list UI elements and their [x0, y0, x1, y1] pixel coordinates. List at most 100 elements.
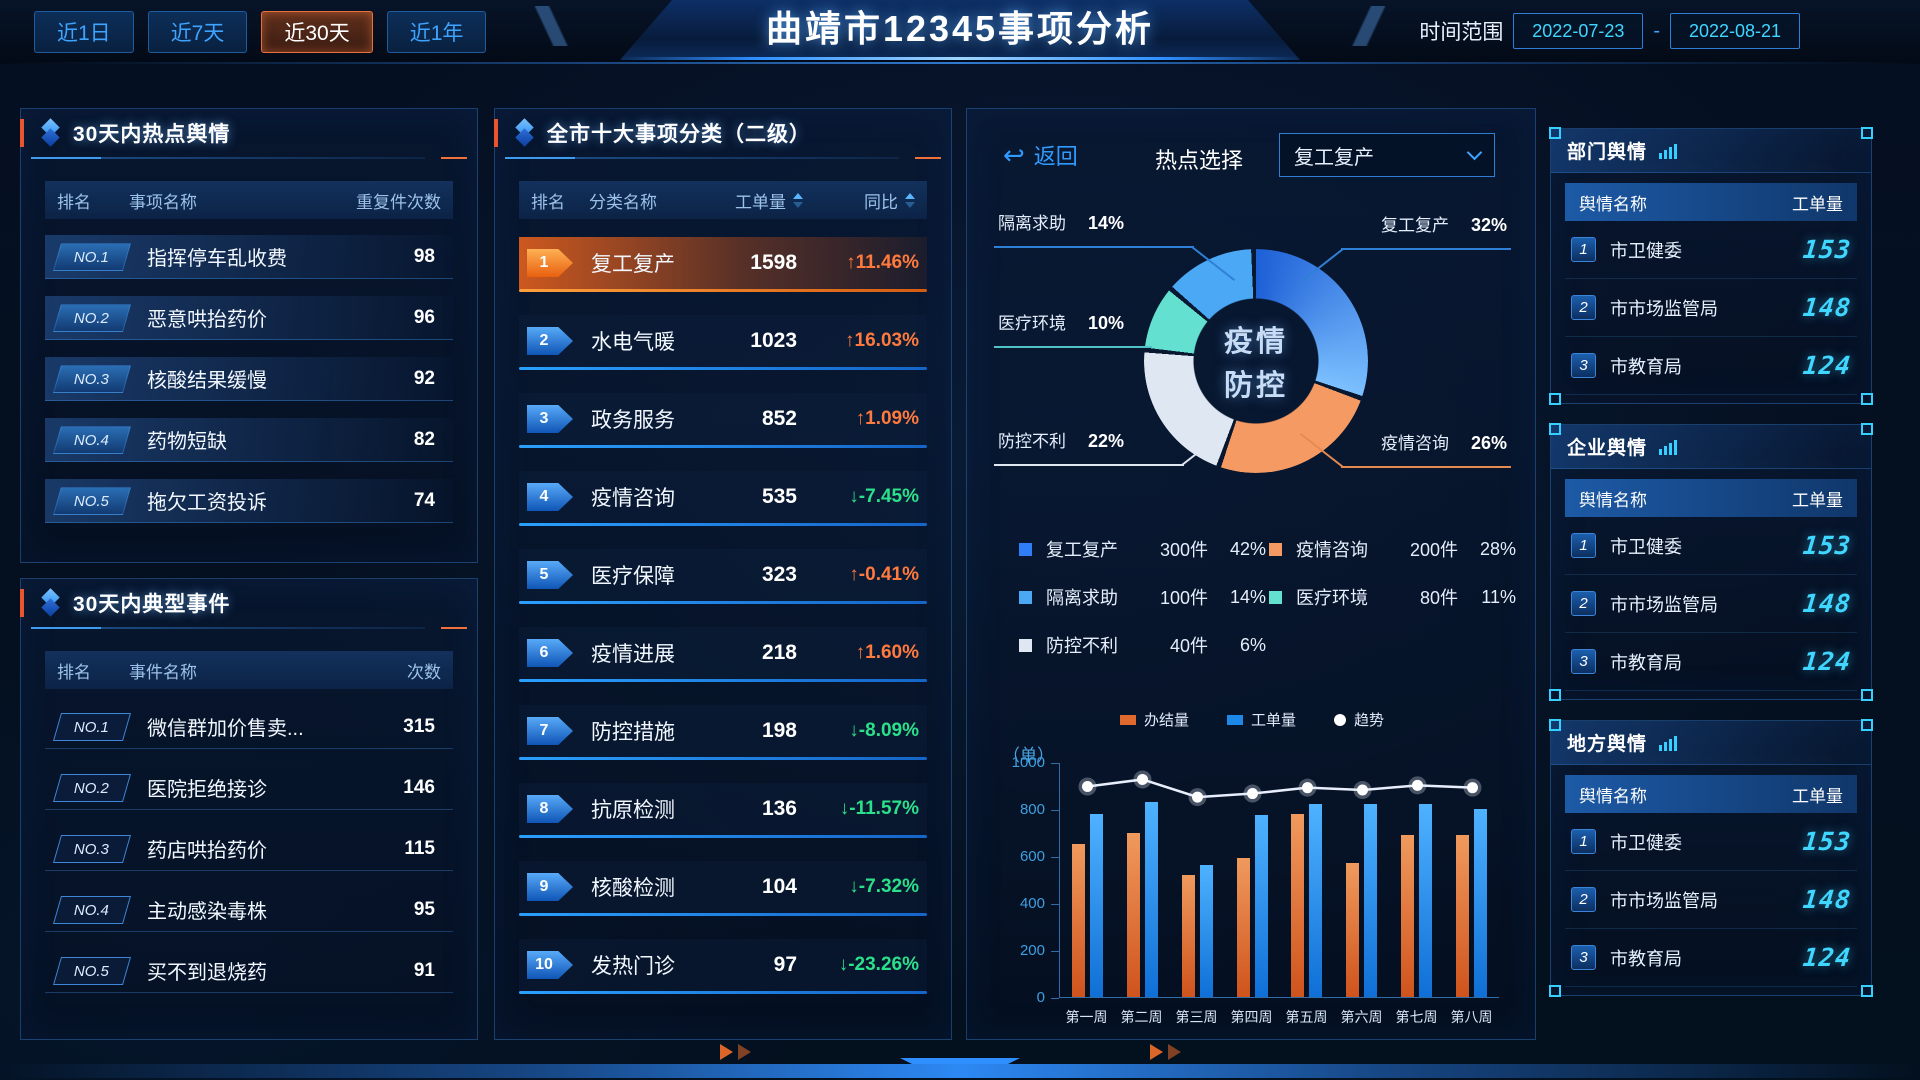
rank-badge: 1	[527, 249, 573, 277]
back-icon: ↩	[1003, 140, 1025, 170]
diamond-icon	[39, 118, 63, 147]
rank-badge: 1	[1571, 829, 1596, 854]
legend-swatch	[1019, 590, 1032, 604]
row-value: 315	[403, 715, 435, 737]
rank-badge: 7	[527, 717, 573, 745]
sentiment-panel-title: 部门舆情	[1551, 129, 1871, 173]
rank-badge: 1	[1571, 533, 1596, 558]
table-row: NO.2 医院拒绝接诊 146	[45, 766, 453, 810]
y-tick-mark	[1051, 904, 1059, 905]
legend-item[interactable]: 工单量	[1226, 709, 1296, 730]
bar-done	[1126, 832, 1140, 997]
header-decoration-right	[1260, 6, 1480, 46]
table-row: NO.1 微信群加价售卖... 315	[45, 705, 453, 749]
col-yoy: 同比	[864, 192, 898, 212]
legend-item[interactable]: 趋势	[1334, 709, 1384, 730]
y-tick-mark	[1051, 951, 1059, 952]
legend-item[interactable]: 复工复产 300件 42%	[1019, 539, 1266, 560]
legend-item[interactable]: 隔离求助 100件 14%	[1019, 587, 1266, 608]
category-row[interactable]: 9 核酸检测 104 ↓-7.32%	[519, 861, 927, 916]
row-name: 买不到退烧药	[147, 962, 267, 984]
category-name: 水电气暖	[591, 331, 675, 354]
back-button[interactable]: ↩ 返回	[1003, 139, 1078, 171]
rank-badge: 4	[527, 483, 573, 511]
category-row[interactable]: 10 发热门诊 97 ↓-23.26%	[519, 939, 927, 994]
bar-order	[1144, 801, 1158, 997]
bar-done	[1456, 834, 1470, 997]
legend-item[interactable]: 医疗环境 80件 11%	[1269, 587, 1516, 608]
time-button-1year[interactable]: 近1年	[386, 11, 487, 53]
legend-swatch	[1269, 542, 1282, 556]
table-row: 2 市市场监管局 148	[1565, 279, 1857, 337]
rank-badge: 10	[527, 951, 573, 979]
plot-area	[1059, 763, 1499, 998]
table-row: NO.4 主动感染毒株 95	[45, 888, 453, 932]
hot-opinions-header: 排名 事项名称 重复件次数	[45, 181, 453, 219]
table-row: 3 市教育局 124	[1565, 633, 1857, 691]
equalizer-bars-icon	[1659, 143, 1678, 159]
category-row[interactable]: 6 疫情进展 218 ↑1.60%	[519, 627, 927, 682]
time-button-1day[interactable]: 近1日	[34, 11, 134, 53]
page-title: 曲靖市12345事项分析	[765, 8, 1155, 49]
legend-item[interactable]: 疫情咨询 200件 28%	[1269, 539, 1516, 560]
sentiment-panel-title: 企业舆情	[1551, 425, 1871, 469]
rank-badge: NO.5	[52, 956, 132, 985]
time-button-30days[interactable]: 近30天	[261, 11, 373, 53]
row-value: 74	[413, 489, 435, 511]
rank-badge: NO.2	[52, 773, 132, 802]
sentiment-panel-title: 地方舆情	[1551, 721, 1871, 765]
legend-swatch	[1019, 638, 1032, 652]
x-tick-label: 第四周	[1230, 1009, 1273, 1025]
bar-order	[1199, 865, 1213, 997]
end-date-input[interactable]: 2022-08-21	[1670, 13, 1800, 49]
table-row: NO.4 药物短缺 82	[45, 418, 453, 462]
y-tick-label: 1000	[1011, 754, 1045, 771]
panel-typical-events: 30天内典型事件 排名 事件名称 次数 NO.1 微信群加价售卖... 315 …	[20, 578, 478, 1040]
category-row[interactable]: 1 复工复产 1598 ↑11.46%	[519, 237, 927, 292]
col-volume: 工单量	[735, 192, 786, 212]
hotspot-select-dropdown[interactable]: 复工复产	[1279, 133, 1495, 177]
table-row: 3 市教育局 124	[1565, 929, 1857, 987]
legend-item[interactable]: 防控不利 40件 6%	[1019, 635, 1266, 656]
equalizer-bars-icon	[1659, 735, 1678, 751]
panel-divider	[31, 157, 467, 159]
sentiment-table-header: 舆情名称 工单量	[1565, 775, 1857, 813]
category-table-header: 排名 分类名称 工单量 同比	[519, 181, 927, 219]
row-name: 指挥停车乱收费	[147, 248, 287, 270]
table-row: NO.1 指挥停车乱收费 98	[45, 235, 453, 279]
category-row[interactable]: 2 水电气暖 1023 ↑16.03%	[519, 315, 927, 370]
category-row[interactable]: 7 防控措施 198 ↓-8.09%	[519, 705, 927, 760]
category-yoy: ↑1.60%	[855, 642, 919, 663]
title-plate: 曲靖市12345事项分析	[620, 0, 1300, 60]
row-value: 146	[403, 776, 435, 798]
panel-local-sentiment: 地方舆情 舆情名称 工单量 1 市卫健委 153 2 市市场监管局 148 3 …	[1549, 719, 1873, 997]
legend-item[interactable]: 办结量	[1119, 709, 1189, 730]
category-yoy: ↓-11.57%	[839, 798, 919, 819]
time-button-7days[interactable]: 近7天	[147, 11, 248, 53]
category-row[interactable]: 3 政务服务 852 ↑1.09%	[519, 393, 927, 448]
sort-yoy-icon[interactable]	[905, 192, 915, 208]
table-row: 3 市教育局 124	[1565, 337, 1857, 395]
donut-callout: 疫情咨询 26%	[1297, 429, 1511, 468]
sort-volume-icon[interactable]	[793, 192, 803, 208]
bar-group	[1389, 763, 1444, 997]
panel-hotspot-detail: ↩ 返回 热点选择 复工复产 疫情 防控 隔离求助 14% 医疗环境 10% 防控不…	[966, 108, 1536, 1040]
row-value: 82	[413, 428, 435, 450]
table-row: 2 市市场监管局 148	[1565, 575, 1857, 633]
donut-chart: 疫情 防控	[1144, 249, 1368, 473]
start-date-input[interactable]: 2022-07-23	[1513, 13, 1644, 49]
category-row[interactable]: 4 疫情咨询 535 ↓-7.45%	[519, 471, 927, 526]
bar-order	[1364, 804, 1378, 997]
category-row[interactable]: 8 抗原检测 136 ↓-11.57%	[519, 783, 927, 838]
table-row: NO.2 恶意哄抬药价 96	[45, 296, 453, 340]
bar-group	[1115, 763, 1170, 997]
table-row: 1 市卫健委 153	[1565, 517, 1857, 575]
x-tick-label: 第七周	[1395, 1009, 1438, 1025]
table-row: NO.5 拖欠工资投诉 74	[45, 479, 453, 523]
rank-badge: NO.5	[52, 486, 132, 515]
category-row[interactable]: 5 医疗保障 323 ↑-0.41%	[519, 549, 927, 604]
rank-badge: 9	[527, 873, 573, 901]
sentiment-table-header: 舆情名称 工单量	[1565, 479, 1857, 517]
category-yoy: ↑11.46%	[846, 252, 919, 273]
table-row: 1 市卫健委 153	[1565, 813, 1857, 871]
